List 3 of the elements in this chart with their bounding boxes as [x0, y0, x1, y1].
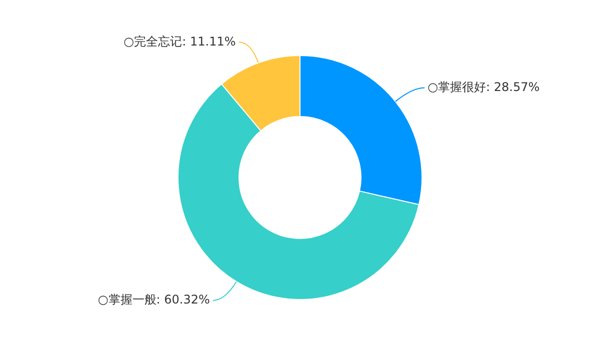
- slice-label: ○掌握很好: 28.57%: [428, 80, 540, 94]
- slice-label: ○完全忘记: 11.11%: [124, 34, 236, 48]
- slice-label: ○掌握一般: 60.32%: [98, 292, 210, 306]
